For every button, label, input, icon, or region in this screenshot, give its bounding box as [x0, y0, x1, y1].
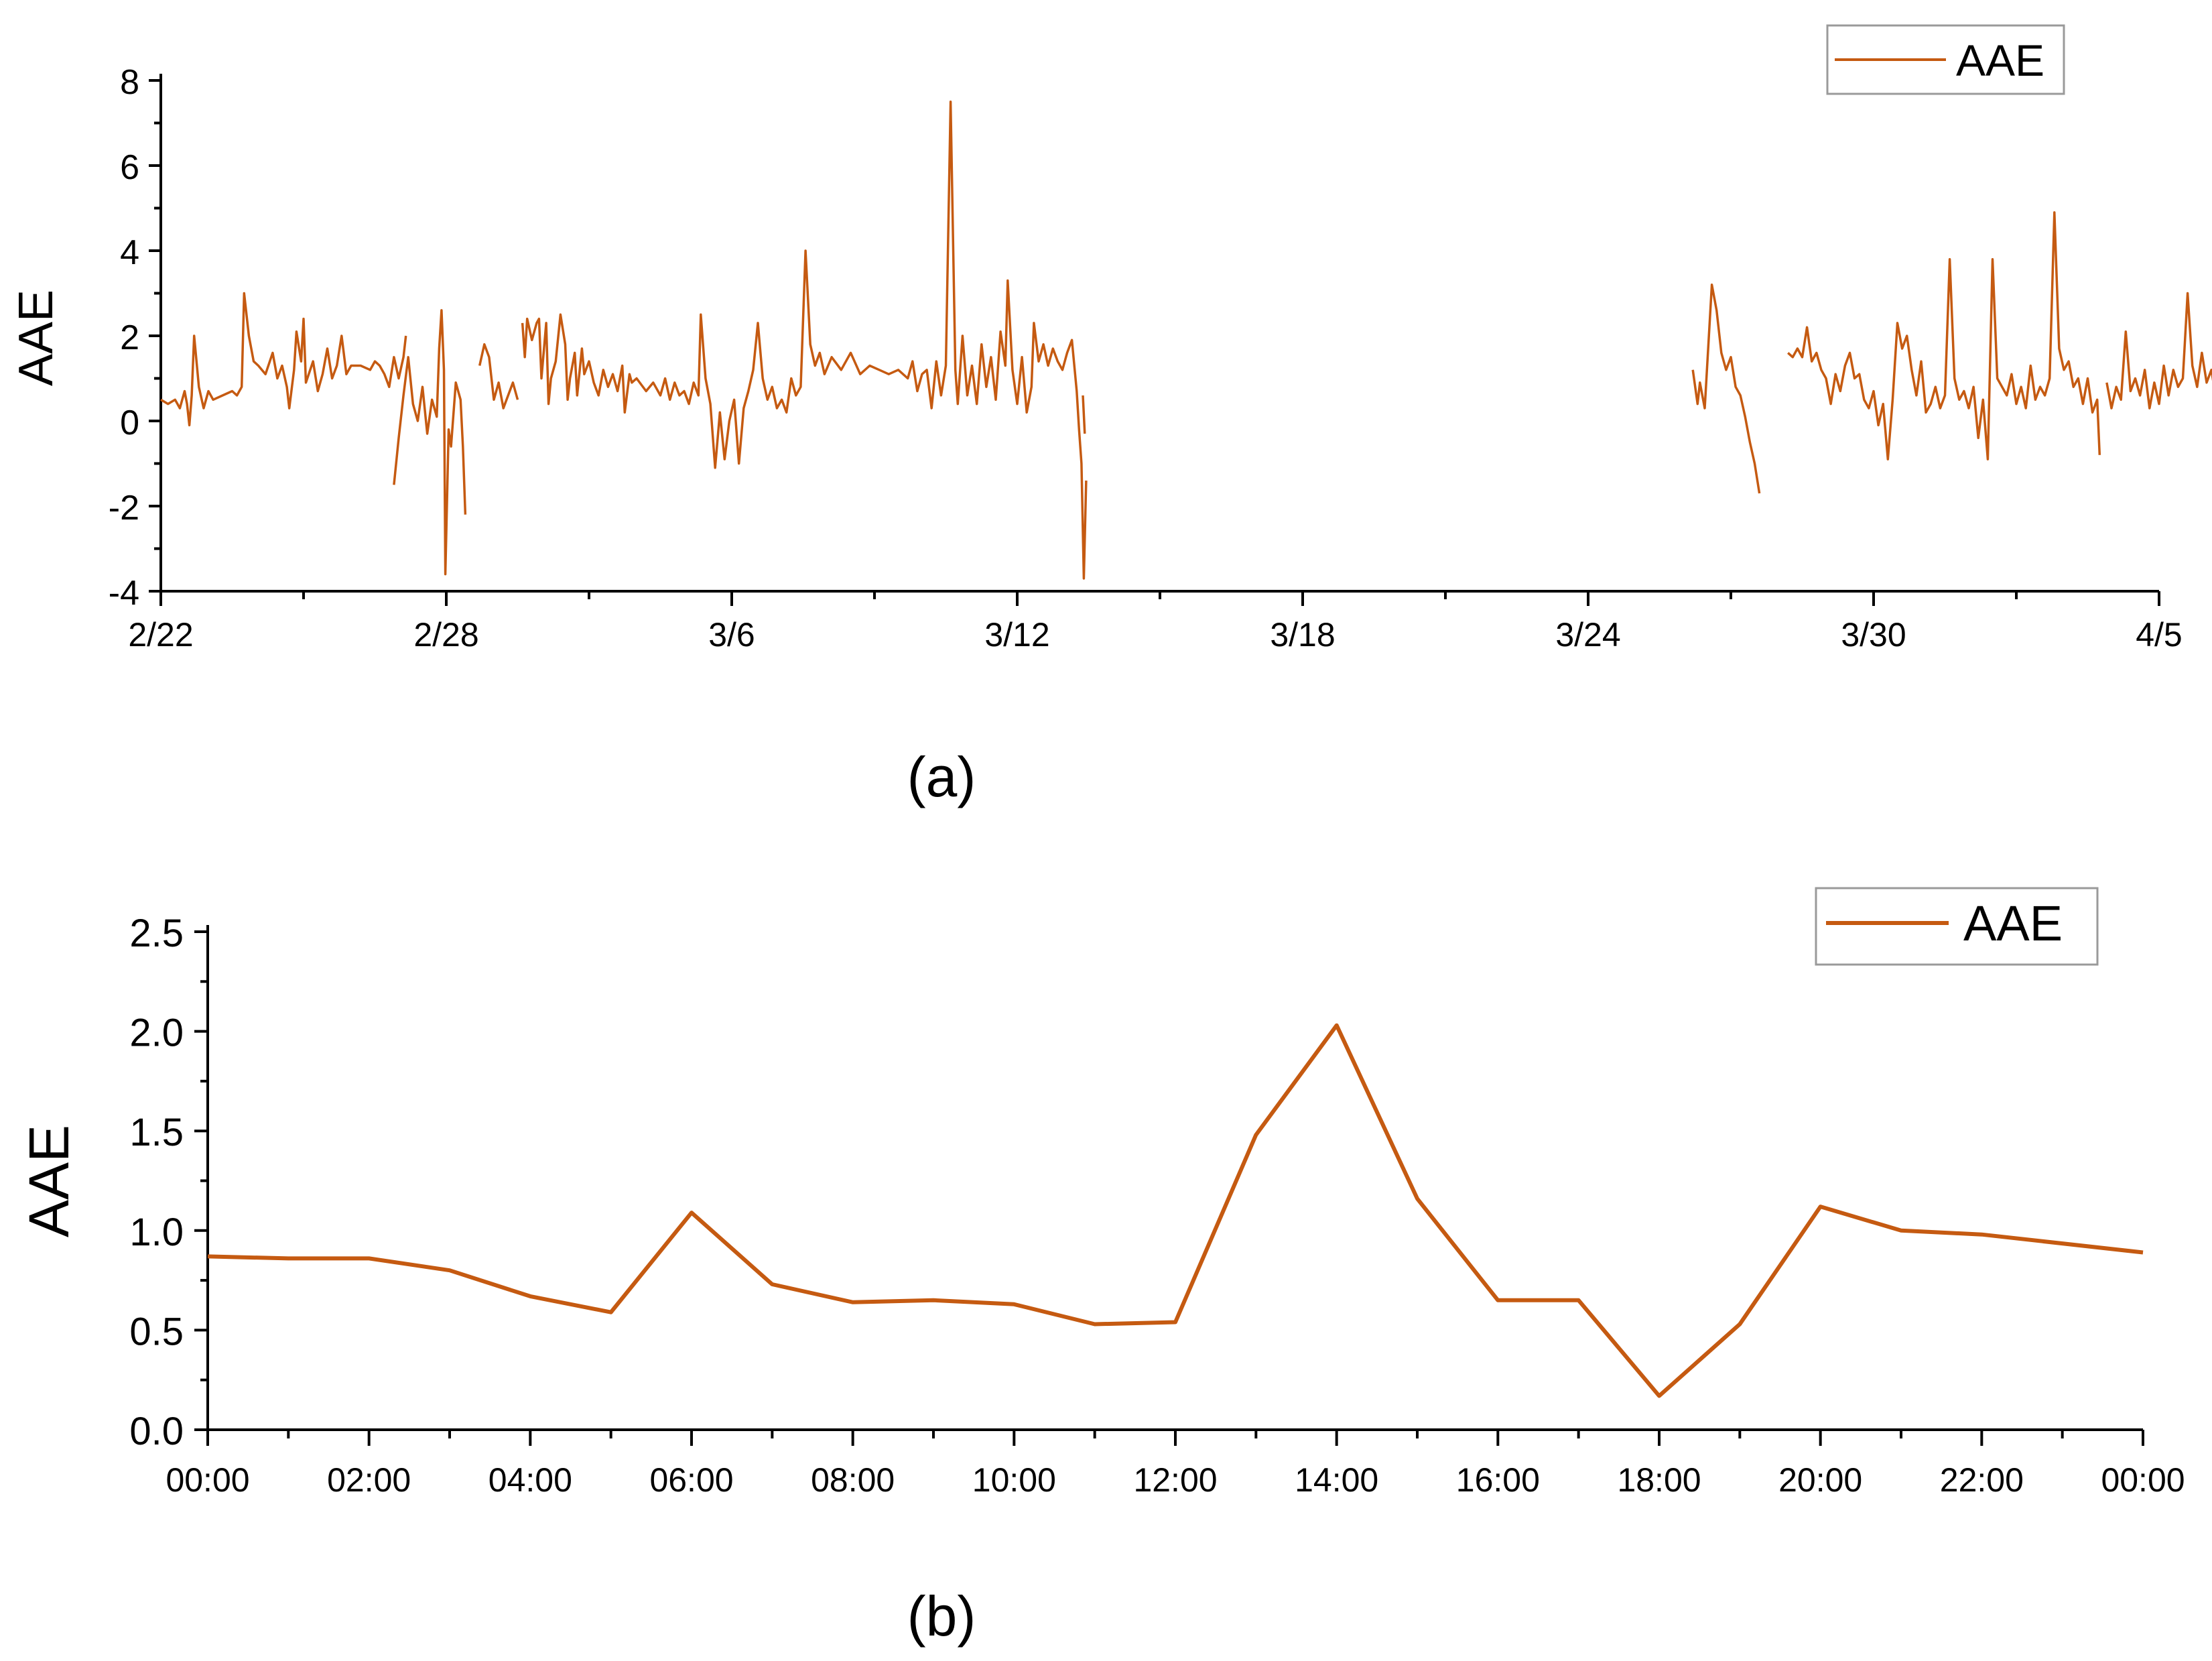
chart-a-y-tick-label: 8 — [120, 63, 139, 102]
chart-b-x-tick-label: 10:00 — [972, 1461, 1056, 1499]
chart-b-y-axis-label: AAE — [17, 1125, 80, 1237]
chart-a-panel-label: (a) — [907, 745, 976, 808]
chart-b-x-tick-label: 08:00 — [811, 1461, 895, 1499]
chart-b-y-tick-label: 2.0 — [129, 1011, 184, 1055]
chart-a-x-tick-label: 2/28 — [413, 616, 478, 654]
chart-b-legend: AAE — [1815, 887, 2099, 966]
chart-b-x-tick-label: 16:00 — [1456, 1461, 1540, 1499]
chart-b-x-tick-label: 14:00 — [1295, 1461, 1378, 1499]
chart-a-y-tick-label: 2 — [120, 318, 139, 357]
chart-b-legend-box — [1815, 887, 2099, 966]
chart-a-series-line — [1082, 395, 1086, 434]
chart-b-x-tick-label: 12:00 — [1133, 1461, 1217, 1499]
chart-a-series-line — [1691, 284, 1761, 494]
chart-a-series-line — [393, 309, 467, 576]
chart-a-x-tick-label: 3/6 — [708, 616, 755, 654]
chart-b-x-tick-label: 00:00 — [2101, 1461, 2185, 1499]
chart-a-y-tick-label: -4 — [109, 574, 139, 613]
chart-a-legend-entry: AAE — [1956, 36, 2044, 85]
chart-a-series-line — [2105, 292, 2212, 410]
chart-a-series-line — [478, 343, 519, 410]
chart-panel-b: 0.0 0.5 1.0 1.5 2.0 2.5 00:00 02:00 04:00 06:00 08… — [17, 887, 2185, 1648]
chart-b-x-tick-label: 02:00 — [327, 1461, 411, 1499]
chart-b-y-tick-label: 0.5 — [129, 1310, 184, 1353]
chart-b-y-tick-label: 2.5 — [129, 912, 184, 955]
chart-a-y-axis-label: AAE — [9, 290, 63, 386]
chart-a-x-tick-label: 3/24 — [1555, 616, 1620, 654]
chart-b-series-line — [207, 1023, 2144, 1398]
chart-b-y-tick-label: 1.5 — [129, 1111, 184, 1154]
chart-a-y-tick-label: 6 — [120, 148, 139, 187]
chart-b-y-tick-label: 0.0 — [129, 1410, 184, 1453]
chart-b-panel-label: (b) — [907, 1585, 976, 1648]
chart-a-y-tick-label: 0 — [120, 404, 139, 442]
chart-a-x-tick-label: 2/22 — [128, 616, 193, 654]
chart-b-legend-entry: AAE — [1963, 896, 2063, 951]
chart-b-series — [207, 1023, 2144, 1398]
chart-b-x-tick-label: 04:00 — [489, 1461, 572, 1499]
chart-b-x-tick-label: 20:00 — [1778, 1461, 1862, 1499]
chart-a-x-tick-label: 4/5 — [2136, 616, 2183, 654]
chart-a-x-tick-label: 3/18 — [1270, 616, 1335, 654]
chart-b-x-tick-label: 22:00 — [1940, 1461, 2024, 1499]
chart-a-y-tick-label: -2 — [109, 489, 139, 528]
chart-a-series — [160, 101, 2212, 580]
chart-a-series-line — [1787, 211, 2101, 460]
chart-a-series-line — [521, 101, 1088, 580]
chart-a-y-tick-label: 4 — [120, 233, 139, 272]
chart-a-axes: -4 -2 0 2 4 6 8 2/22 2/28 3/6 3/12 3/18 3/24 3/30 4/5 — [109, 63, 2183, 654]
chart-b-x-tick-label: 18:00 — [1617, 1461, 1701, 1499]
chart-a-x-tick-label: 3/12 — [984, 616, 1049, 654]
chart-a-legend: AAE — [1826, 24, 2065, 95]
chart-b-axes: 0.0 0.5 1.0 1.5 2.0 2.5 00:00 02:00 04:00 06:00 08… — [129, 912, 2185, 1499]
chart-a-x-tick-label: 3/30 — [1841, 616, 1906, 654]
chart-b-y-tick-label: 1.0 — [129, 1211, 184, 1254]
chart-b-x-tick-label: 00:00 — [166, 1461, 249, 1499]
chart-a-series-line — [160, 292, 407, 427]
chart-b-x-tick-label: 06:00 — [649, 1461, 733, 1499]
